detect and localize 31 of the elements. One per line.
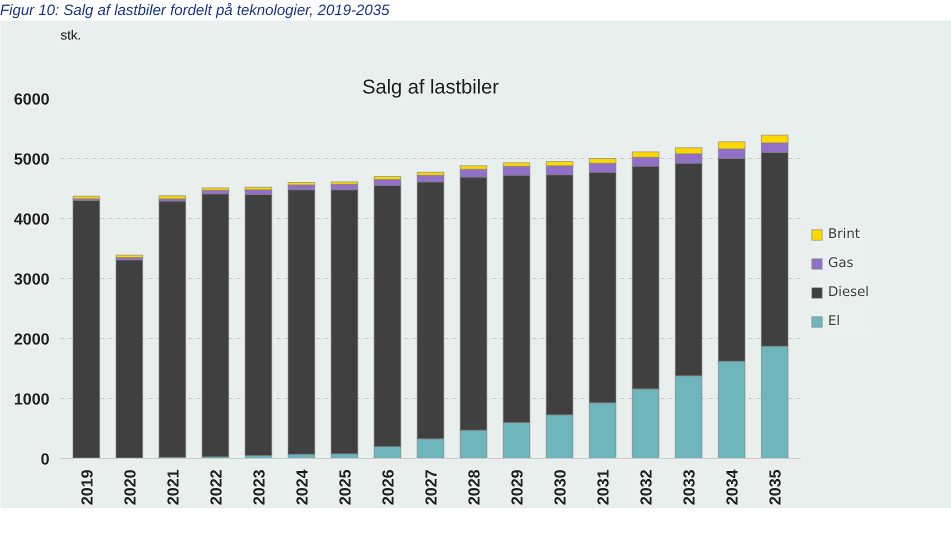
x-tick-label: 2030 [552, 469, 570, 506]
chart-title: Salg af lastbiler [362, 76, 500, 98]
x-tick-label: 2026 [380, 469, 398, 506]
legend-label: Brint [828, 227, 860, 242]
x-tick-label: 2023 [251, 469, 268, 506]
legend-label: El [828, 314, 842, 329]
y-axis-title: stk. [60, 28, 82, 42]
y-tick-label: 1000 [14, 392, 50, 408]
x-tick-label: 2029 [510, 469, 527, 506]
x-tick-label: 2022 [208, 469, 226, 506]
legend-label: Diesel [828, 285, 870, 300]
y-tick-label: 6000 [14, 92, 50, 108]
x-tick-label: 2021 [165, 469, 182, 506]
x-tick-label: 2031 [596, 469, 613, 506]
y-tick-label: 2000 [14, 332, 50, 348]
x-tick-label: 2035 [768, 469, 785, 506]
x-tick-label: 2025 [337, 469, 354, 506]
y-tick-label: 5000 [14, 152, 50, 168]
y-tick-label: 0 [40, 452, 50, 468]
legend-label: Gas [828, 256, 854, 271]
x-tick-label: 2033 [682, 469, 699, 506]
y-tick-label: 3000 [14, 272, 50, 288]
x-tick-label: 2028 [466, 469, 484, 506]
x-tick-label: 2019 [79, 469, 96, 506]
x-tick-label: 2027 [424, 469, 440, 506]
y-tick-label: 4000 [14, 212, 50, 228]
x-tick-label: 2034 [724, 469, 742, 506]
text: Figur 10: Salg af lastbiler fordelt på teknologier, 2019-2035 [0, 1, 390, 21]
x-tick-label: 2020 [122, 469, 140, 506]
x-tick-label: 2032 [638, 469, 656, 506]
x-tick-label: 2024 [294, 469, 312, 506]
